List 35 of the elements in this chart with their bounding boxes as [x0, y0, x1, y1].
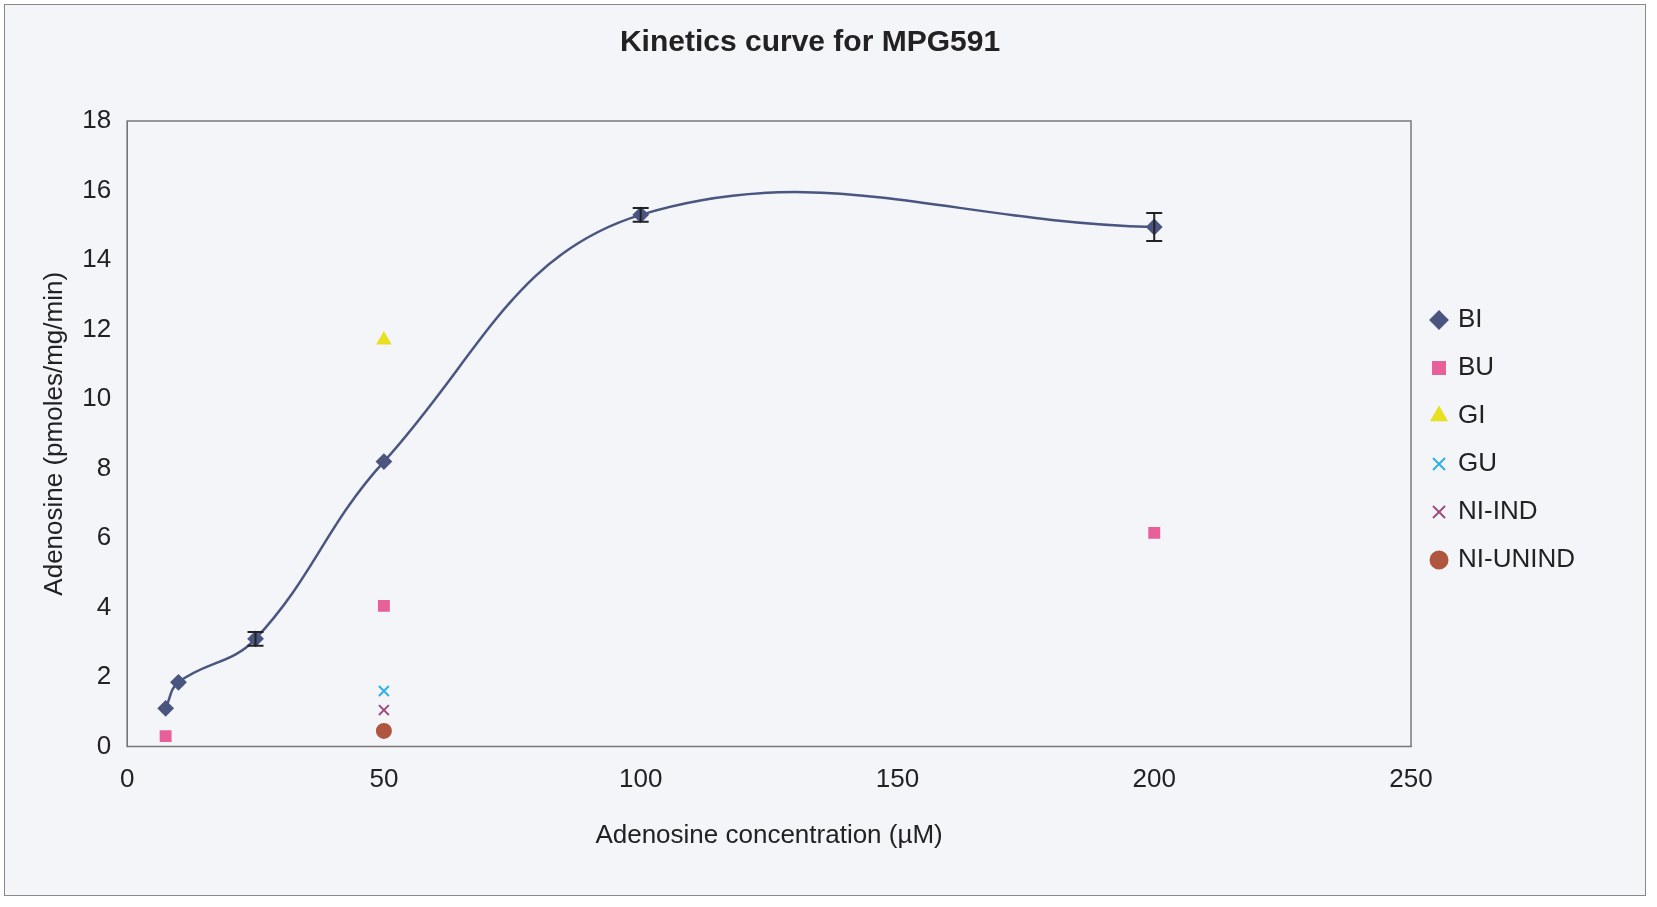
x-axis-title: Adenosine concentration (µM): [595, 818, 943, 849]
y-tick-label: 18: [82, 104, 112, 135]
point: [377, 704, 390, 717]
legend-label: BU: [1458, 351, 1495, 382]
x-tick-label: 250: [1389, 763, 1433, 794]
y-tick-label: 4: [96, 590, 112, 621]
x-tick-label: 50: [369, 763, 399, 794]
legend-label: BI: [1458, 303, 1483, 334]
point: [377, 599, 390, 612]
y-tick-label: 14: [82, 243, 112, 274]
x-tick-label: 200: [1132, 763, 1176, 794]
legend-label: NI-UNIND: [1458, 543, 1576, 574]
point: [170, 674, 187, 691]
y-tick-label: 2: [96, 660, 112, 691]
point: [377, 685, 390, 697]
point: [375, 453, 392, 470]
chart-title: Kinetics curve for MPG591: [619, 24, 1001, 58]
y-tick-label: 10: [82, 382, 112, 413]
y-tick-label: 6: [96, 521, 112, 552]
legend-label: GI: [1458, 399, 1486, 430]
y-axis-title: Adenosine (pmoles/mg/min): [37, 271, 68, 596]
y-tick-label: 8: [96, 451, 112, 482]
x-tick-label: 150: [875, 763, 920, 794]
y-tick-label: 0: [96, 729, 112, 760]
point: [157, 700, 174, 717]
point: [159, 730, 172, 743]
y-tick-label: 12: [82, 312, 112, 343]
point: [1148, 526, 1161, 539]
legend-label: NI-IND: [1458, 495, 1538, 526]
point: [375, 722, 392, 739]
legend-label: GU: [1458, 447, 1498, 478]
x-tick-label: 100: [618, 763, 663, 794]
y-tick-label: 16: [82, 173, 112, 204]
x-tick-label: 0: [119, 763, 135, 794]
point: [376, 331, 391, 345]
